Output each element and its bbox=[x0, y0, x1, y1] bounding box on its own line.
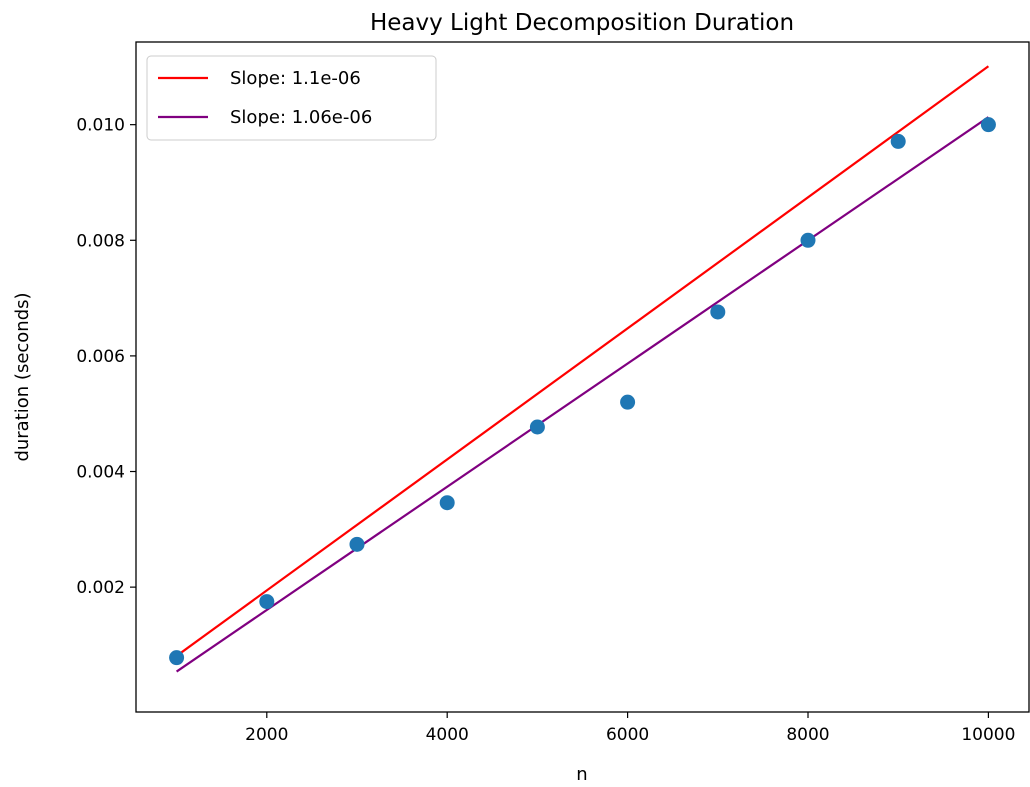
y-axis-ticks: 0.002 0.004 0.006 0.008 0.010 bbox=[76, 116, 136, 598]
plot-marks bbox=[169, 65, 996, 673]
data-point bbox=[980, 117, 996, 133]
legend-box bbox=[146, 55, 437, 141]
x-axis-ticks: 2000 4000 6000 8000 10000 bbox=[245, 712, 1015, 745]
data-point bbox=[349, 536, 365, 552]
x-tick-label: 8000 bbox=[786, 725, 829, 745]
chart-title: Heavy Light Decomposition Duration bbox=[370, 10, 794, 36]
fit-line-series-1 bbox=[175, 65, 990, 657]
x-tick-label: 10000 bbox=[961, 725, 1015, 745]
data-point bbox=[620, 394, 636, 410]
data-point bbox=[529, 419, 545, 435]
x-tick-label: 6000 bbox=[606, 725, 649, 745]
data-point bbox=[169, 650, 185, 666]
fit-line-series-2 bbox=[175, 116, 990, 673]
data-point bbox=[890, 133, 906, 149]
y-axis-label: duration (seconds) bbox=[12, 292, 33, 461]
axes-frame bbox=[135, 41, 1030, 713]
data-point bbox=[259, 594, 275, 610]
data-point bbox=[800, 232, 816, 248]
data-point bbox=[710, 304, 726, 320]
x-axis-label: n bbox=[576, 764, 587, 785]
y-tick-label: 0.006 bbox=[76, 347, 125, 367]
x-tick-label: 4000 bbox=[426, 725, 469, 745]
legend-label-series-1: Slope: 1.1e-06 bbox=[230, 68, 361, 89]
data-point bbox=[439, 495, 455, 511]
x-tick-label: 2000 bbox=[245, 725, 288, 745]
y-tick-label: 0.008 bbox=[76, 231, 125, 251]
y-tick-label: 0.010 bbox=[76, 116, 125, 136]
legend-label-series-2: Slope: 1.06e-06 bbox=[230, 107, 372, 128]
y-tick-label: 0.002 bbox=[76, 578, 125, 598]
y-tick-label: 0.004 bbox=[76, 463, 125, 483]
legend: Slope: 1.1e-06 Slope: 1.06e-06 bbox=[146, 55, 437, 141]
